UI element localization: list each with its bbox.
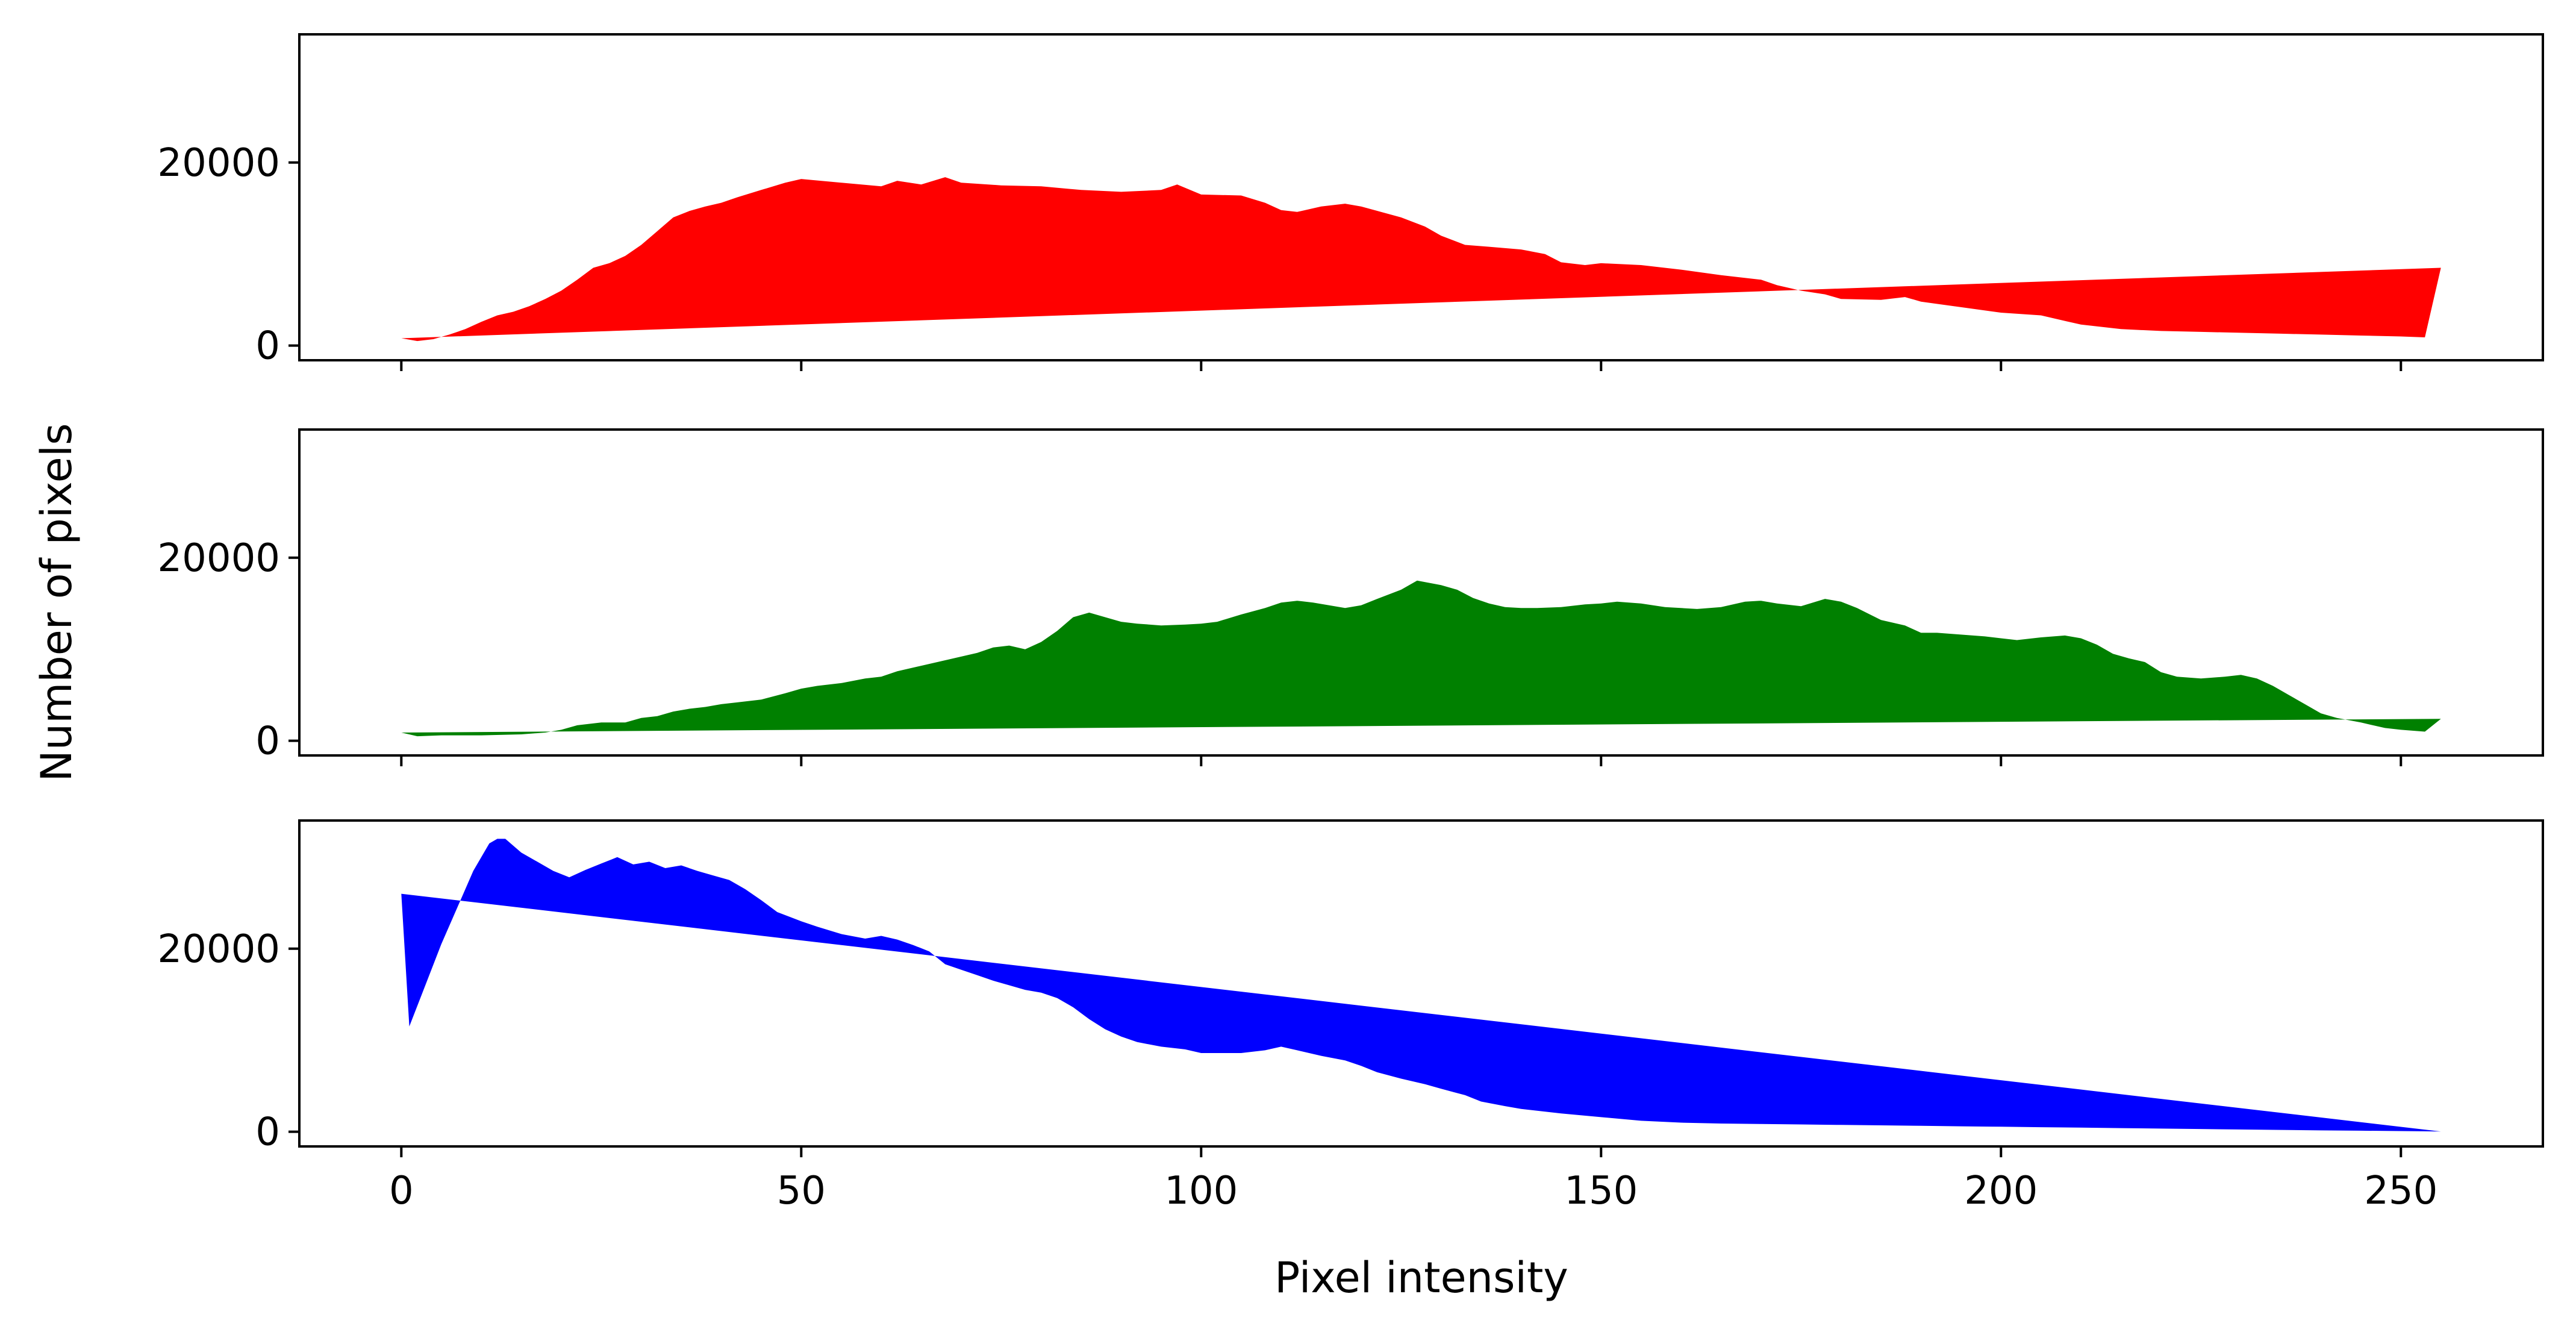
histogram-area-1 [401, 177, 2441, 342]
x-tick-label: 0 [389, 1169, 414, 1213]
x-tick-label: 50 [777, 1169, 826, 1213]
x-tick-label: 250 [2364, 1169, 2437, 1213]
subplot-3: 0 20000 0 50 100 150 200 250 [157, 819, 2544, 1213]
histogram-area-2 [401, 580, 2441, 737]
axes-frame-1 [298, 33, 2544, 361]
y-tick-label: 0 [255, 1110, 280, 1155]
subplot-panels: 0 20000 0 20000 0 20000 0 50 100 150 200 250 [157, 33, 2544, 1213]
y-tick-label: 0 [255, 324, 280, 369]
axes-frame-3 [298, 819, 2544, 1148]
x-tick-label: 150 [1564, 1169, 1638, 1213]
y-tick-label: 20000 [157, 927, 280, 972]
y-axis-label: Number of pixels [32, 423, 81, 781]
subplot-2: 0 20000 [157, 428, 2544, 766]
x-tick-label: 100 [1164, 1169, 1238, 1213]
subplot-1: 0 20000 [157, 33, 2544, 371]
y-tick-label: 20000 [157, 536, 280, 581]
x-axis-label: Pixel intensity [1274, 1253, 1568, 1302]
axes-frame-2 [298, 428, 2544, 757]
x-tick-label: 200 [1964, 1169, 2038, 1213]
histogram-area-3 [401, 839, 2441, 1132]
y-tick-label: 0 [255, 719, 280, 764]
y-tick-label: 20000 [157, 141, 280, 186]
